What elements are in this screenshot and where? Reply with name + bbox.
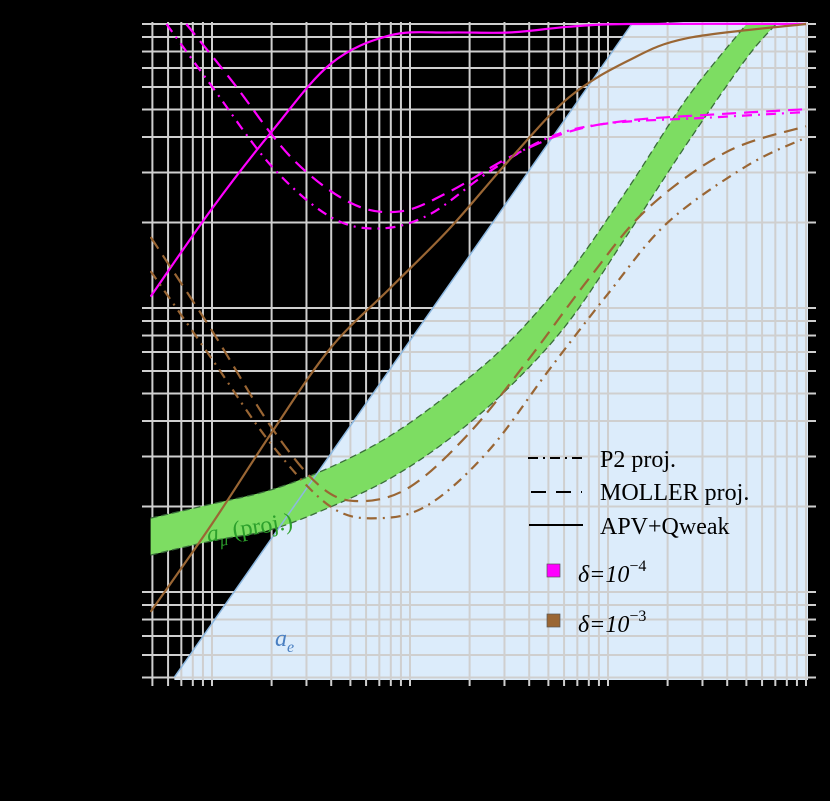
series-line: [150, 22, 807, 613]
legend-item-moller: MOLLER proj.: [531, 480, 749, 506]
legend-item-delta-4: δ=10−4: [546, 558, 646, 588]
amu-annotation: aμ (proj.): [205, 509, 295, 552]
series-lines: [150, 22, 807, 613]
plot-area: [150, 22, 808, 680]
legend-label-delta-3: δ=10−3: [578, 608, 646, 638]
axis-ticks: [142, 23, 816, 686]
amu-band-upper-edge: [150, 23, 748, 519]
series-line: [150, 136, 807, 520]
amu-projected-band: [150, 24, 777, 556]
grid-lines: [150, 22, 808, 680]
magenta-swatch-icon: [546, 563, 561, 578]
legend-label-delta-4: δ=10−4: [578, 558, 646, 588]
legend: P2 proj. MOLLER proj. APV+Qweak δ=10−4 δ…: [528, 447, 749, 638]
brown-swatch-icon: [546, 613, 561, 628]
legend-label-apv: APV+Qweak: [600, 514, 730, 540]
series-line: [150, 22, 807, 298]
series-line: [185, 23, 807, 214]
ae-region-edge: [173, 23, 633, 678]
series-line: [150, 125, 807, 503]
series-line: [165, 23, 807, 230]
legend-item-delta-3: δ=10−3: [546, 608, 646, 638]
ae-annotation: ae: [275, 626, 294, 656]
legend-item-apv: APV+Qweak: [529, 514, 730, 540]
legend-label-p2: P2 proj.: [600, 447, 676, 473]
legend-label-moller: MOLLER proj.: [600, 480, 749, 506]
amu-band-lower-edge: [150, 23, 777, 556]
legend-item-p2: P2 proj.: [528, 447, 676, 473]
